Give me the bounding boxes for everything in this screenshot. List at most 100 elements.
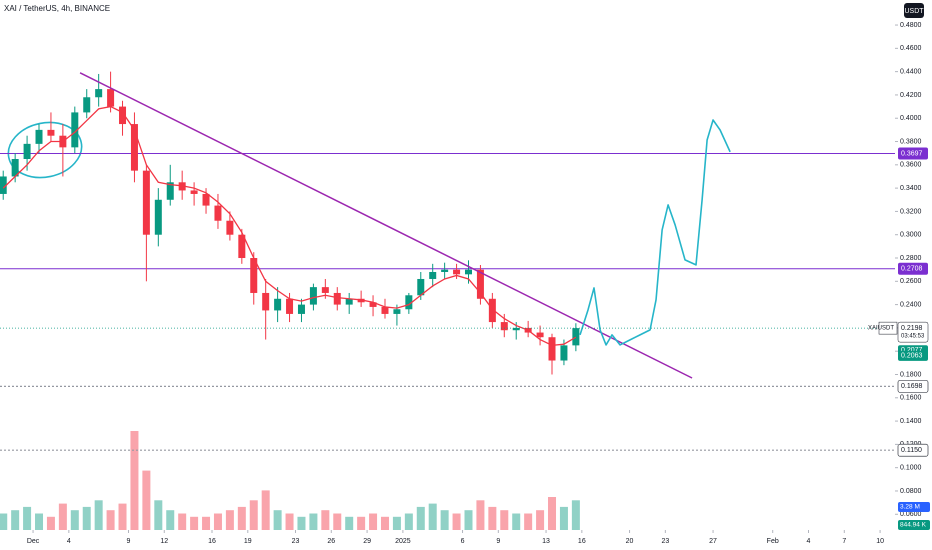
x-tick-label: 16 (578, 538, 586, 545)
price-tag (898, 350, 928, 361)
volume-bar (548, 497, 557, 530)
volume-bar (46, 516, 55, 530)
volume-bar (225, 510, 234, 530)
price-tag (898, 262, 928, 275)
candle-body (536, 332, 544, 338)
candle-body (71, 112, 79, 148)
volume-bar (106, 510, 115, 530)
volume-bar (249, 500, 258, 530)
candle-body (0, 176, 7, 194)
candle-body (154, 199, 162, 235)
x-tick-label: 12 (160, 538, 168, 545)
candle-body (512, 327, 520, 331)
moving-average (2, 105, 577, 347)
y-tick-label: 0.4200 (900, 92, 922, 99)
volume-tag-label: 844.94 K (900, 522, 927, 529)
candle-body (417, 278, 425, 296)
volume-bar (321, 510, 330, 530)
candle-body (286, 298, 294, 314)
candle-body (190, 190, 198, 194)
volume-bar (166, 510, 175, 530)
candle-body (464, 269, 472, 275)
candle-body (166, 182, 174, 200)
volume-bar (130, 431, 139, 530)
volume-bar (202, 516, 211, 530)
candle-body (214, 205, 222, 221)
candle-body (369, 302, 377, 307)
candle-body (548, 337, 556, 361)
volume-bar (452, 513, 461, 530)
symbol-label: XAIUSDT (868, 326, 894, 332)
volume-bar (58, 503, 67, 530)
x-tick-label: 2025 (395, 538, 411, 545)
x-tick-label: Dec (27, 538, 40, 545)
candle-body (250, 258, 258, 293)
volume-bar (273, 510, 282, 530)
volume-bar (213, 513, 222, 530)
volume-bar (488, 506, 497, 530)
trendline (79, 72, 693, 379)
candle-body (488, 298, 496, 323)
candle-body (429, 271, 437, 279)
price-tag-label: 0.2063 (901, 353, 923, 360)
x-tick-label: 23 (661, 538, 669, 545)
candle-body (107, 89, 115, 107)
price-tag-label: 0.2077 (901, 347, 923, 354)
countdown: 03:45:53 (901, 334, 925, 340)
x-tick-label: 9 (127, 538, 131, 545)
volume-bar (309, 513, 318, 530)
volume-bar (118, 503, 127, 530)
price-tag-label: 0.3697 (901, 150, 923, 157)
volume-bar (70, 510, 79, 530)
candle-body (226, 220, 234, 235)
y-tick-label: 0.4400 (900, 68, 922, 75)
volume-bar (500, 510, 509, 530)
symbol-tag (878, 321, 898, 335)
x-tick-label: 29 (363, 538, 371, 545)
drawing-circle (7, 121, 83, 179)
x-tick-label: 20 (626, 538, 634, 545)
y-tick-label: 0.3600 (900, 162, 922, 169)
x-tick-label: 4 (807, 538, 811, 545)
price-tag (897, 443, 929, 457)
volume-bar (404, 513, 413, 530)
volume-bar (369, 513, 378, 530)
volume-bar (559, 506, 568, 530)
y-tick-label: 0.0800 (900, 488, 922, 495)
volume-bar (536, 510, 545, 530)
candle-body (500, 322, 508, 331)
candle-body (441, 269, 449, 272)
x-tick-label: 16 (208, 538, 216, 545)
y-tick-label: 0.1000 (900, 465, 922, 472)
candle-body (238, 234, 246, 259)
volume-bar (440, 510, 449, 530)
y-tick-label: 0.2600 (900, 278, 922, 285)
y-tick-label: 0.2400 (900, 301, 922, 308)
volume-bar (416, 506, 425, 530)
volume-bar (0, 513, 8, 530)
x-tick-label: 19 (244, 538, 252, 545)
candle-body (297, 304, 305, 314)
candle-body (23, 143, 31, 159)
volume-bar (23, 506, 32, 530)
price-tag-label: 0.1698 (901, 383, 923, 390)
volume-bar (357, 516, 366, 530)
volume-bar (345, 516, 354, 530)
y-tick-label: 0.4600 (900, 45, 922, 52)
x-tick-label: 4 (67, 538, 71, 545)
x-tick-label: Feb (767, 538, 779, 545)
y-tick-label: 0.3800 (900, 138, 922, 145)
volume-bar (571, 500, 580, 530)
y-tick-label: 0.1600 (900, 395, 922, 402)
candle-body (405, 295, 413, 310)
volume-bar (11, 510, 20, 530)
x-tick-label: 26 (327, 538, 335, 545)
candle-body (381, 306, 389, 314)
candle-body (130, 124, 138, 171)
candle-body (560, 345, 568, 361)
x-tick-label: 9 (496, 538, 500, 545)
volume-tag (898, 520, 930, 530)
candle-body (345, 298, 353, 305)
candle-body (35, 129, 43, 144)
currency-badge[interactable] (904, 3, 924, 18)
